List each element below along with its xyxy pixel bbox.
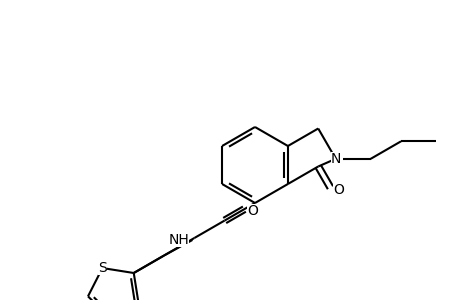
Text: S: S <box>98 261 106 275</box>
Text: O: O <box>246 204 257 218</box>
Text: N: N <box>330 152 340 166</box>
Text: NH: NH <box>168 233 189 247</box>
Text: O: O <box>332 183 343 197</box>
